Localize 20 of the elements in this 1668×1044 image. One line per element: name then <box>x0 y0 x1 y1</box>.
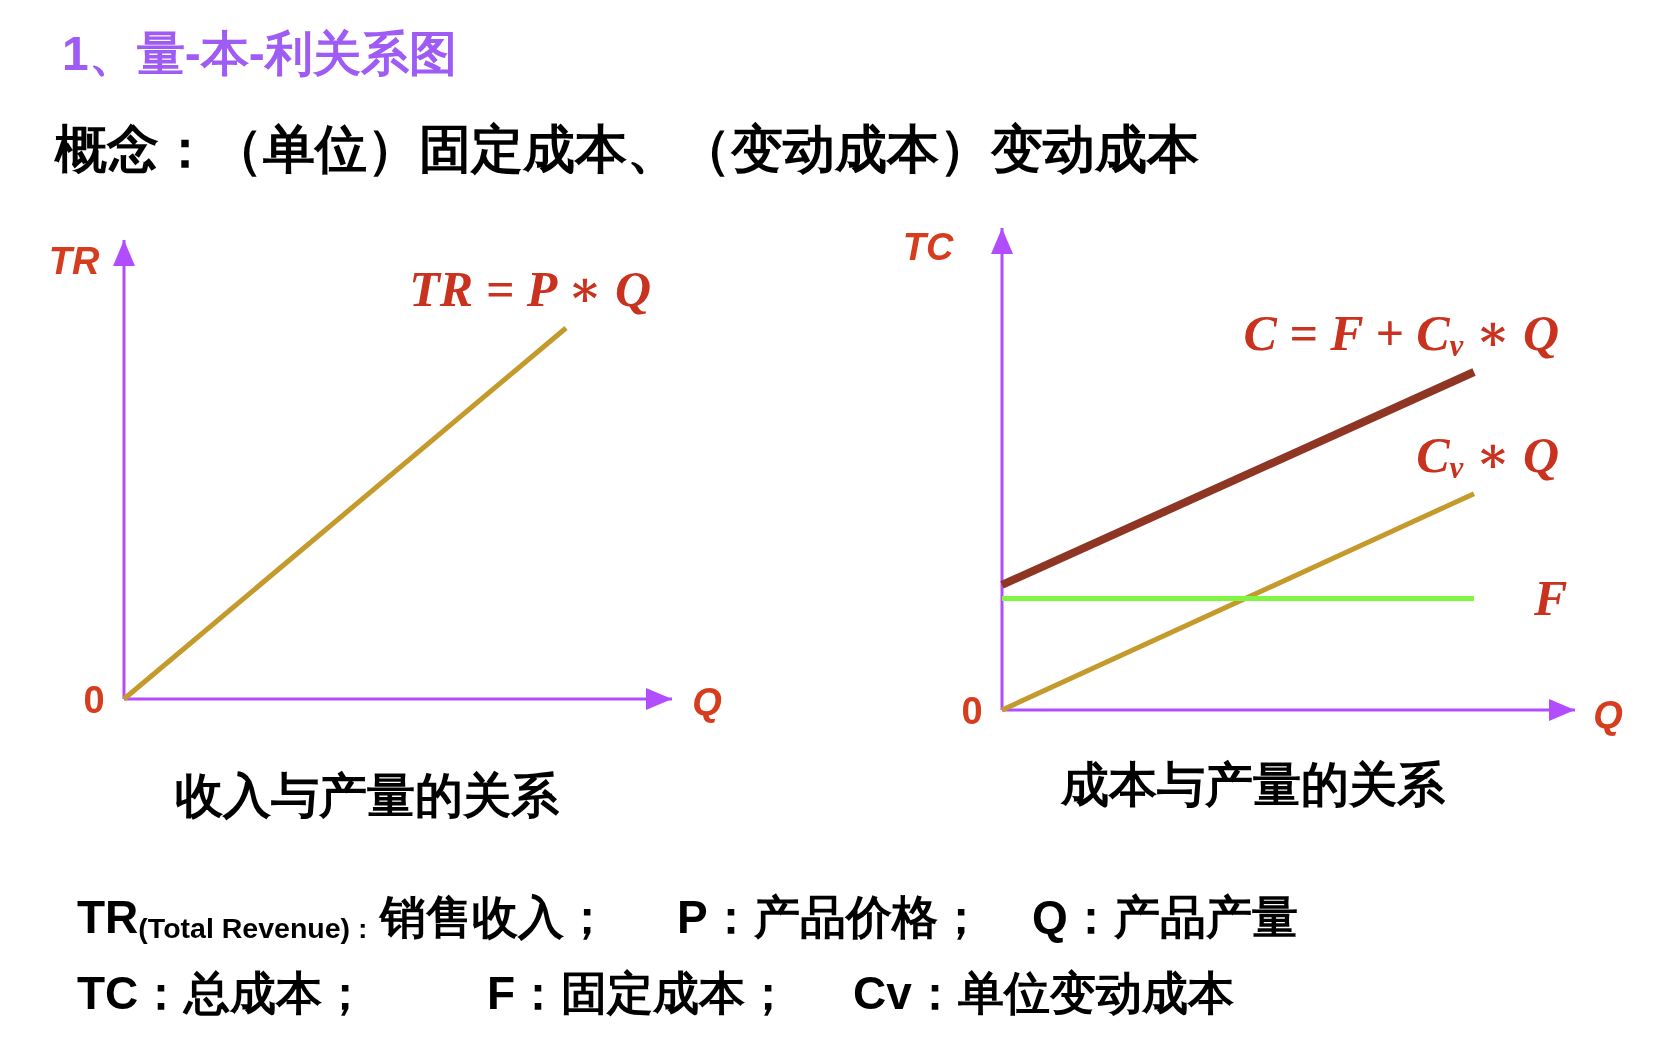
text: TR$_{(Total Revenue) :}$ 销售收入； <box>77 891 611 945</box>
series-label: F <box>1533 570 1568 627</box>
text: 成本与产量的关系 <box>1060 758 1446 811</box>
text: 0 <box>83 679 105 721</box>
text: 概念：（单位）固定成本、（变动成本）变动成本 <box>53 120 1199 178</box>
text: 收入与产量的关系 <box>175 769 560 822</box>
y-axis-title: TR <box>48 240 100 282</box>
series-label: C = F + C$_{v}$ ∗ Q <box>1243 305 1559 363</box>
text: 0 <box>961 690 983 732</box>
text: Q：产品产量 <box>1032 891 1298 943</box>
text: F：固定成本； <box>487 967 792 1019</box>
y-axis-title: TC <box>902 226 954 268</box>
text: TC：总成本； <box>77 967 369 1019</box>
x-axis-title: Q <box>692 681 722 723</box>
x-axis-title: Q <box>1593 694 1623 736</box>
text: 1、量-本-利关系图 <box>62 27 457 80</box>
series-label: TR = P ∗ Q <box>409 261 651 317</box>
text: Cv：单位变动成本 <box>853 967 1234 1019</box>
series-label: C$_{v}$ ∗ Q <box>1416 426 1559 485</box>
text: P：产品价格； <box>677 891 984 943</box>
